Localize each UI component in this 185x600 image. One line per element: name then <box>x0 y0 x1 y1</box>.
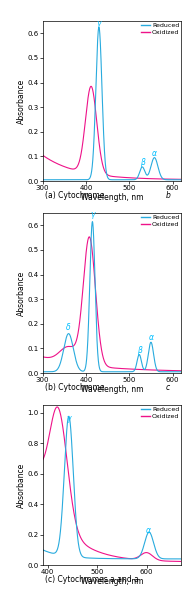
Text: γ: γ <box>90 210 95 219</box>
Text: (a) Cytochrome: (a) Cytochrome <box>45 191 107 200</box>
X-axis label: Wavelength, nm: Wavelength, nm <box>81 577 143 586</box>
Text: α: α <box>152 149 157 158</box>
Y-axis label: Absorbance: Absorbance <box>17 79 26 124</box>
Y-axis label: Absorbance: Absorbance <box>17 463 26 508</box>
Text: α: α <box>148 333 153 342</box>
Text: (b) Cytochrome: (b) Cytochrome <box>45 383 107 392</box>
Text: β: β <box>140 158 145 167</box>
Text: α: α <box>146 526 151 535</box>
Text: (c) Cytochromes a and a: (c) Cytochromes a and a <box>45 575 139 584</box>
Text: δ: δ <box>66 323 71 332</box>
Legend: Reduced, Oxidized: Reduced, Oxidized <box>140 22 180 35</box>
X-axis label: Wavelength, nm: Wavelength, nm <box>81 385 143 394</box>
Y-axis label: Absorbance: Absorbance <box>17 271 26 316</box>
Text: γ: γ <box>97 19 101 28</box>
Text: γ: γ <box>67 414 71 423</box>
Text: c: c <box>166 383 170 392</box>
Text: β: β <box>137 346 142 355</box>
Legend: Reduced, Oxidized: Reduced, Oxidized <box>140 406 180 419</box>
Text: b: b <box>166 191 171 200</box>
Legend: Reduced, Oxidized: Reduced, Oxidized <box>140 214 180 227</box>
X-axis label: Wavelength, nm: Wavelength, nm <box>81 193 143 202</box>
